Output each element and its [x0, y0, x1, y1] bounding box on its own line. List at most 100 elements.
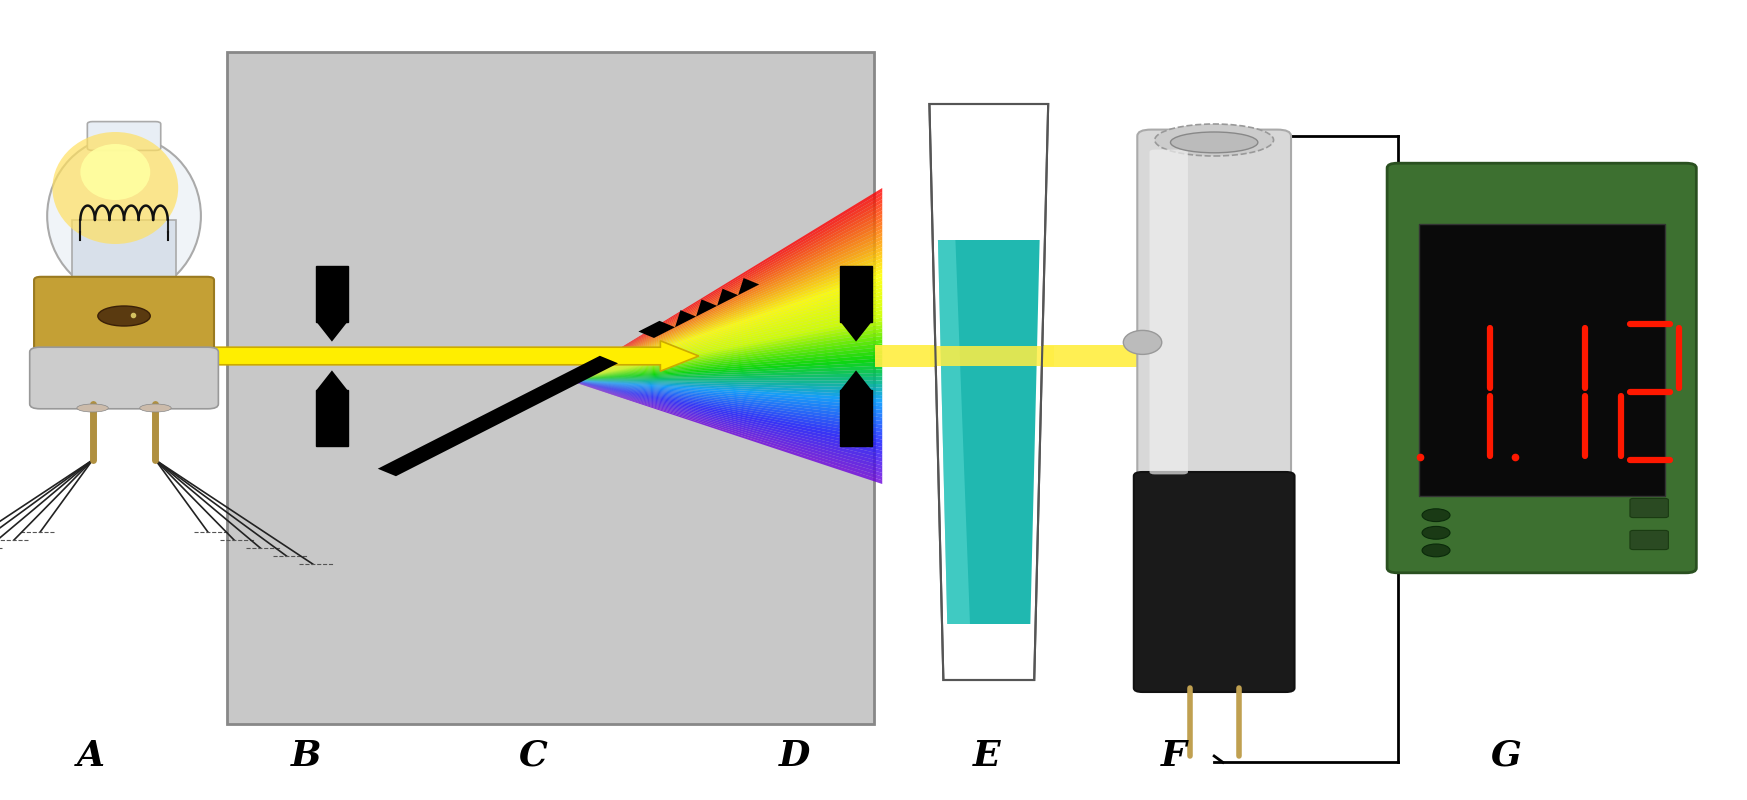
Text: E: E	[973, 739, 1001, 773]
Polygon shape	[568, 218, 882, 380]
Polygon shape	[638, 278, 760, 338]
FancyBboxPatch shape	[316, 390, 348, 446]
Polygon shape	[568, 202, 882, 380]
Polygon shape	[316, 370, 348, 390]
Polygon shape	[568, 377, 882, 381]
Polygon shape	[568, 222, 882, 380]
Polygon shape	[568, 380, 882, 443]
Polygon shape	[568, 225, 882, 380]
Circle shape	[1422, 544, 1450, 557]
Polygon shape	[568, 292, 882, 380]
Text: G: G	[1490, 739, 1522, 773]
Polygon shape	[568, 380, 882, 484]
Ellipse shape	[80, 144, 150, 200]
Polygon shape	[840, 322, 872, 342]
Ellipse shape	[140, 404, 171, 412]
Polygon shape	[568, 299, 882, 380]
FancyBboxPatch shape	[1150, 150, 1188, 474]
Text: F: F	[1162, 739, 1186, 773]
Polygon shape	[929, 104, 1048, 680]
Polygon shape	[568, 243, 882, 380]
Polygon shape	[568, 358, 882, 380]
Polygon shape	[568, 229, 882, 380]
Polygon shape	[568, 295, 882, 380]
Polygon shape	[568, 362, 882, 380]
Polygon shape	[568, 380, 882, 410]
FancyBboxPatch shape	[875, 345, 1258, 367]
Polygon shape	[568, 380, 882, 384]
Polygon shape	[568, 354, 882, 380]
Polygon shape	[568, 188, 882, 380]
Polygon shape	[568, 380, 882, 469]
Polygon shape	[568, 373, 882, 380]
Ellipse shape	[77, 404, 108, 412]
Polygon shape	[568, 380, 882, 436]
Polygon shape	[568, 284, 882, 380]
Ellipse shape	[1155, 124, 1274, 156]
Polygon shape	[568, 270, 882, 380]
FancyBboxPatch shape	[1387, 163, 1696, 573]
Polygon shape	[568, 350, 882, 380]
Polygon shape	[568, 199, 882, 380]
Polygon shape	[568, 380, 882, 402]
FancyBboxPatch shape	[840, 266, 872, 322]
FancyBboxPatch shape	[316, 266, 348, 322]
Polygon shape	[568, 258, 882, 380]
Polygon shape	[568, 380, 882, 447]
Polygon shape	[568, 210, 882, 380]
Polygon shape	[568, 325, 882, 380]
Polygon shape	[568, 380, 882, 399]
FancyArrow shape	[217, 341, 699, 371]
Polygon shape	[568, 329, 882, 380]
Polygon shape	[938, 240, 970, 624]
FancyBboxPatch shape	[1419, 224, 1665, 496]
Polygon shape	[377, 356, 618, 476]
Polygon shape	[568, 332, 882, 380]
Polygon shape	[568, 281, 882, 380]
Polygon shape	[568, 321, 882, 380]
Polygon shape	[568, 380, 882, 421]
Circle shape	[1422, 509, 1450, 522]
Polygon shape	[568, 380, 882, 466]
FancyBboxPatch shape	[929, 346, 1053, 366]
FancyBboxPatch shape	[1134, 472, 1295, 692]
Polygon shape	[568, 380, 882, 450]
Polygon shape	[568, 214, 882, 380]
Polygon shape	[568, 380, 882, 391]
Polygon shape	[568, 380, 882, 418]
Polygon shape	[568, 195, 882, 380]
Ellipse shape	[1123, 330, 1162, 354]
FancyBboxPatch shape	[227, 52, 874, 724]
Polygon shape	[568, 266, 882, 380]
Polygon shape	[568, 347, 882, 380]
Polygon shape	[568, 302, 882, 380]
Polygon shape	[568, 380, 882, 480]
Polygon shape	[568, 380, 882, 439]
Polygon shape	[568, 380, 882, 462]
Polygon shape	[568, 380, 882, 429]
FancyBboxPatch shape	[1137, 130, 1291, 486]
Text: C: C	[519, 739, 547, 773]
Polygon shape	[568, 380, 882, 454]
Polygon shape	[568, 336, 882, 380]
Text: B: B	[290, 739, 321, 773]
Polygon shape	[568, 254, 882, 380]
FancyBboxPatch shape	[1630, 530, 1668, 550]
Polygon shape	[568, 380, 882, 388]
Polygon shape	[568, 240, 882, 380]
Ellipse shape	[52, 132, 178, 244]
Polygon shape	[568, 343, 882, 380]
Polygon shape	[568, 262, 882, 380]
Ellipse shape	[1170, 132, 1258, 153]
Text: A: A	[77, 739, 105, 773]
Text: D: D	[779, 739, 811, 773]
Polygon shape	[568, 236, 882, 380]
Polygon shape	[316, 322, 348, 342]
Polygon shape	[568, 380, 882, 477]
Polygon shape	[568, 310, 882, 380]
Polygon shape	[568, 247, 882, 380]
Polygon shape	[568, 232, 882, 380]
Polygon shape	[568, 370, 882, 380]
FancyBboxPatch shape	[35, 277, 215, 355]
Polygon shape	[568, 251, 882, 380]
